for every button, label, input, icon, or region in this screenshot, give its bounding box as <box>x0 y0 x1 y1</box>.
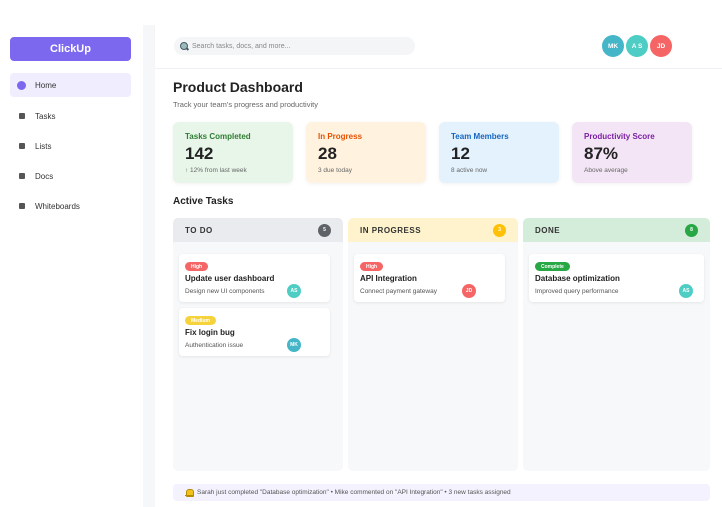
task-title: Update user dashboard <box>185 274 275 283</box>
avatar[interactable]: JD <box>650 35 672 57</box>
bell-icon <box>185 488 194 497</box>
sidebar-divider <box>143 25 155 507</box>
task-card[interactable]: High API Integration Connect payment gat… <box>354 254 505 302</box>
column-header: TO DO 5 <box>173 218 343 242</box>
task-title: Database optimization <box>535 274 620 283</box>
search-placeholder: Search tasks, docs, and more... <box>192 42 291 50</box>
kanban-column-todo: TO DO 5 High Update user dashboard Desig… <box>173 218 343 471</box>
search-input[interactable]: Search tasks, docs, and more... <box>174 37 415 55</box>
task-description: Connect payment gateway <box>360 288 437 295</box>
priority-tag: High <box>360 262 384 271</box>
sidebar-item-whiteboards[interactable]: Whiteboards <box>10 194 131 218</box>
stat-card-team-members[interactable]: Team Members 12 8 active now <box>439 122 559 183</box>
stat-sub: 3 due today <box>318 167 352 174</box>
stat-card-productivity-score[interactable]: Productivity Score 87% Above average <box>572 122 692 183</box>
stat-value: 87% <box>584 144 619 163</box>
sidebar-item-lists[interactable]: Lists <box>10 134 131 158</box>
stat-label: Productivity Score <box>584 132 655 141</box>
task-card[interactable]: Complete Database optimization Improved … <box>529 254 704 302</box>
task-title: API Integration <box>360 274 417 283</box>
priority-tag: High <box>185 262 209 271</box>
team-avatars: MK A S JD <box>602 35 674 57</box>
sidebar-item-home[interactable]: Home <box>10 73 131 97</box>
sidebar-item-label: Home <box>35 80 57 90</box>
active-tasks-heading: Active Tasks <box>173 196 234 207</box>
column-title: DONE <box>535 225 561 235</box>
column-header: DONE 8 <box>523 218 710 242</box>
assignee-avatar[interactable]: JD <box>462 284 476 298</box>
tasks-icon <box>19 113 25 119</box>
task-description: Design new UI components <box>185 288 265 295</box>
home-icon <box>17 80 26 90</box>
status-tag: Complete <box>535 262 570 271</box>
top-bar: Search tasks, docs, and more... MK A S J… <box>155 25 722 69</box>
stat-label: In Progress <box>318 132 363 141</box>
docs-icon <box>19 173 25 179</box>
assignee-avatar[interactable]: AS <box>287 284 301 298</box>
activity-feed-bar: Sarah just completed "Database optimizat… <box>173 484 710 501</box>
task-title: Fix login bug <box>185 328 235 337</box>
column-count-badge: 3 <box>493 223 506 237</box>
stat-card-tasks-completed[interactable]: Tasks Completed 142 ↑ 12% from last week <box>173 122 293 183</box>
column-header: IN PROGRESS 3 <box>348 218 518 242</box>
sidebar-item-label: Docs <box>35 171 54 181</box>
task-card[interactable]: Medium Fix login bug Authentication issu… <box>179 308 330 356</box>
stat-sub: ↑ 12% from last week <box>185 167 247 174</box>
activity-text: Sarah just completed "Database optimizat… <box>197 489 511 496</box>
task-description: Authentication issue <box>185 342 244 349</box>
assignee-avatar[interactable]: AS <box>679 284 693 298</box>
task-card[interactable]: High Update user dashboard Design new UI… <box>179 254 330 302</box>
page-title: Product Dashboard <box>173 79 303 95</box>
sidebar-item-label: Tasks <box>35 111 56 121</box>
clickup-logo-button[interactable]: ClickUp <box>10 37 131 61</box>
sidebar-item-label: Lists <box>35 141 52 151</box>
stat-value: 28 <box>318 144 337 163</box>
priority-tag: Medium <box>185 316 216 325</box>
avatar[interactable]: A S <box>626 35 648 57</box>
lists-icon <box>19 143 25 149</box>
sidebar-item-tasks[interactable]: Tasks <box>10 104 131 128</box>
task-description: Improved query performance <box>535 288 619 295</box>
stat-value: 142 <box>185 144 214 163</box>
column-title: IN PROGRESS <box>360 225 422 235</box>
stat-value: 12 <box>451 144 470 163</box>
sidebar <box>0 25 143 507</box>
sidebar-item-label: Whiteboards <box>35 201 80 211</box>
kanban-column-done: DONE 8 Complete Database optimization Im… <box>523 218 710 471</box>
sidebar-item-docs[interactable]: Docs <box>10 164 131 188</box>
page-subtitle: Track your team's progress and productiv… <box>173 100 318 109</box>
main-content: Product Dashboard Track your team's prog… <box>155 69 722 507</box>
stat-label: Tasks Completed <box>185 132 251 141</box>
assignee-avatar[interactable]: MK <box>287 338 301 352</box>
column-count-badge: 5 <box>318 223 331 237</box>
stat-card-in-progress[interactable]: In Progress 28 3 due today <box>306 122 426 183</box>
avatar[interactable]: MK <box>602 35 624 57</box>
stat-sub: Above average <box>584 167 628 174</box>
whiteboards-icon <box>19 203 25 209</box>
stat-sub: 8 active now <box>451 167 488 174</box>
stat-label: Team Members <box>451 132 509 141</box>
column-title: TO DO <box>185 225 213 235</box>
column-count-badge: 8 <box>685 223 698 237</box>
search-icon <box>180 41 189 51</box>
kanban-column-in-progress: IN PROGRESS 3 High API Integration Conne… <box>348 218 518 471</box>
